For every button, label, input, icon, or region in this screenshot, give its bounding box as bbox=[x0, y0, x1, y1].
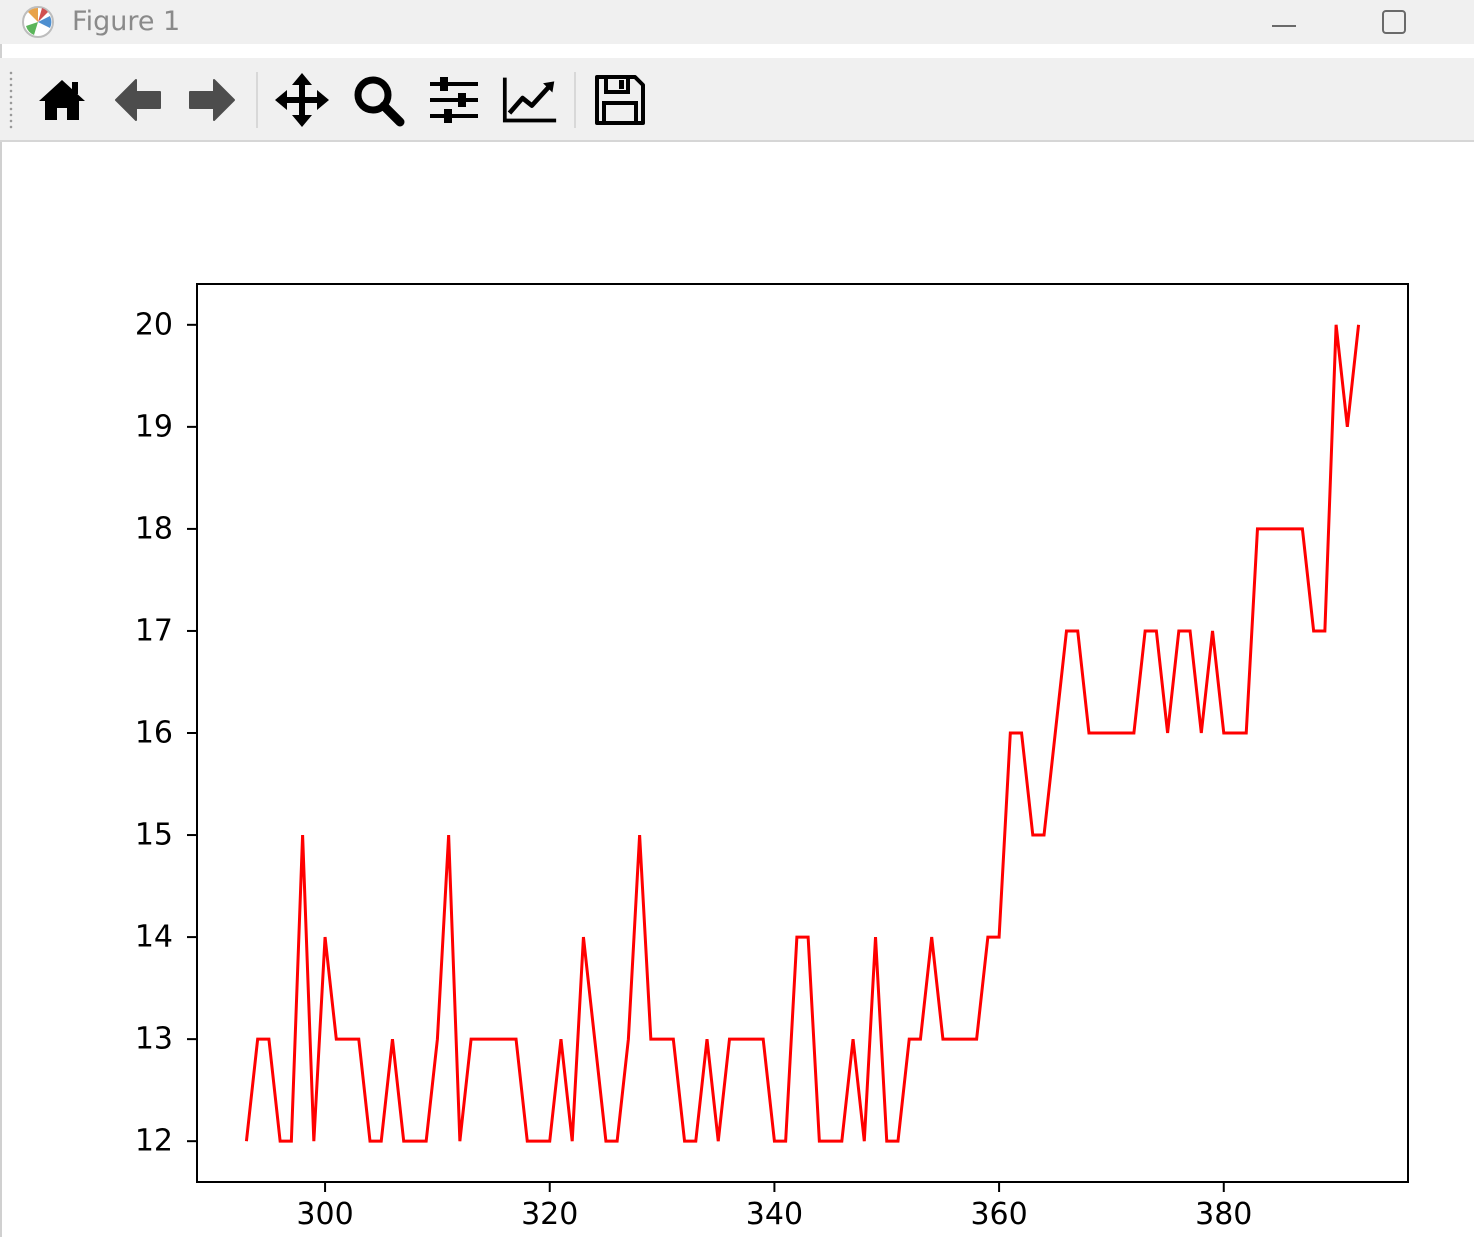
back-button[interactable] bbox=[110, 72, 166, 128]
edit-axis-button[interactable] bbox=[502, 72, 558, 128]
pan-button[interactable] bbox=[274, 72, 330, 128]
window-title: Figure 1 bbox=[72, 6, 181, 37]
x-tick-label: 340 bbox=[746, 1197, 803, 1232]
home-button[interactable] bbox=[34, 72, 90, 128]
minimize-button[interactable] bbox=[1260, 2, 1308, 42]
configure-subplots-button[interactable] bbox=[426, 72, 482, 128]
toolbar-separator bbox=[574, 72, 576, 128]
y-tick-label: 17 bbox=[135, 613, 173, 648]
magnifier-icon bbox=[354, 76, 405, 127]
move-icon bbox=[275, 73, 329, 127]
toolbar-grip[interactable] bbox=[8, 70, 14, 130]
zoom-button[interactable] bbox=[350, 72, 406, 128]
axes-frame bbox=[196, 283, 1409, 1183]
toolbar-separator bbox=[256, 72, 258, 128]
y-tick-label: 14 bbox=[135, 920, 173, 955]
matplotlib-logo-icon bbox=[22, 6, 54, 38]
title-bar: Figure 1 bbox=[0, 0, 1474, 44]
figure-canvas[interactable]: 12 13 14 15 16 17 18 19 20 300 320 340 360 380 bbox=[0, 142, 1474, 1237]
y-tick-label: 12 bbox=[135, 1124, 173, 1159]
maximize-button[interactable] bbox=[1370, 2, 1418, 42]
minimize-icon bbox=[1272, 25, 1296, 27]
forward-button[interactable] bbox=[184, 72, 240, 128]
y-tick-label: 16 bbox=[135, 716, 173, 751]
y-tick-label: 20 bbox=[135, 307, 173, 342]
x-tick-label: 320 bbox=[521, 1197, 578, 1232]
series-line bbox=[244, 324, 1361, 1143]
y-tick-label: 15 bbox=[135, 818, 173, 853]
x-tick-label: 380 bbox=[1195, 1197, 1252, 1232]
y-tick-label: 19 bbox=[135, 409, 173, 444]
line-chart-icon bbox=[502, 77, 557, 123]
arrow-left-icon bbox=[115, 79, 161, 121]
axes-background bbox=[197, 284, 1408, 1182]
y-tick-label: 13 bbox=[135, 1022, 173, 1057]
x-tick-label: 360 bbox=[970, 1197, 1027, 1232]
navigation-toolbar bbox=[0, 58, 1474, 142]
window-left-border bbox=[0, 0, 2, 1237]
y-tick-label: 18 bbox=[135, 511, 173, 546]
arrow-right-icon bbox=[189, 79, 235, 121]
sliders-icon bbox=[430, 77, 478, 123]
save-button[interactable] bbox=[592, 72, 648, 128]
x-tick-label: 300 bbox=[296, 1197, 353, 1232]
floppy-disk-icon bbox=[595, 75, 645, 125]
maximize-icon bbox=[1382, 10, 1406, 34]
home-icon bbox=[39, 80, 85, 120]
